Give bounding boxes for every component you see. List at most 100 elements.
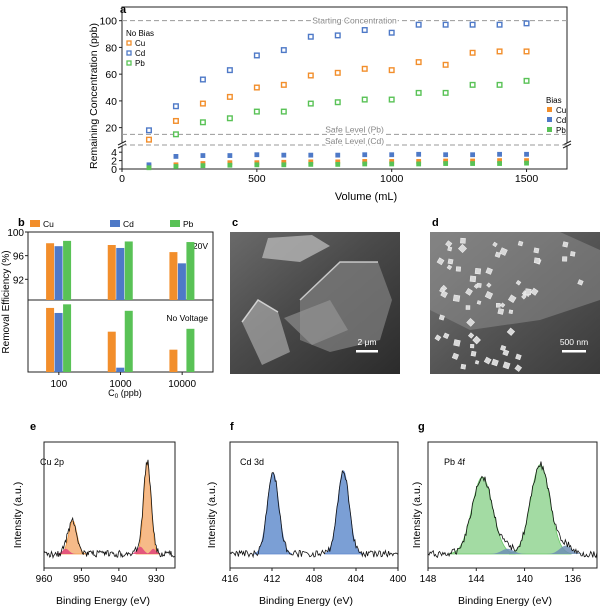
panel-b-xtick-label: 1000 <box>109 379 132 390</box>
point-bias-cd <box>524 151 529 157</box>
point-no-bias-pb <box>172 131 179 138</box>
panel-a-ytick-label: 80 <box>105 42 117 54</box>
point-bias-pb <box>254 162 260 168</box>
panel-letter-d: d <box>432 217 439 229</box>
bar-upper-cu <box>169 252 178 300</box>
sem-d-crystal <box>521 294 527 300</box>
sem-d-crystal <box>476 282 482 288</box>
point-bias-cu <box>362 159 368 164</box>
sem-d-crystal <box>502 349 510 357</box>
panel-b-xtick-label: 100 <box>50 379 67 390</box>
sem-d-crystal <box>506 327 516 336</box>
bar-lower-cu <box>107 331 116 372</box>
legend-bias-cu-marker <box>547 107 552 112</box>
panel-e-xps: Cu 2p Intensity (a.u.) Binding Energy (e… <box>12 441 176 607</box>
sem-d-crystal <box>439 287 445 293</box>
point-bias-pb <box>281 162 287 168</box>
point-no-bias-cd <box>253 52 260 59</box>
legend-bias-title: Bias <box>546 96 562 105</box>
panel-g-xtick-label: 148 <box>420 574 437 585</box>
sem-d-crystal <box>434 334 442 342</box>
sem-d-crystal <box>476 300 482 305</box>
xps-peak-fill <box>324 470 363 555</box>
point-bias-pb <box>200 163 206 169</box>
panel-b-xlabel: C0 (ppb) <box>108 388 142 400</box>
legend-bias-cu: Cu <box>556 106 566 115</box>
panel-f-xtick-label: 416 <box>222 574 239 585</box>
sem-d-crystal <box>447 246 453 252</box>
point-bias-cd <box>308 152 314 158</box>
panel-a-ytick-label: 2 <box>111 156 117 168</box>
panel-b-xlabel-sub: 0 <box>115 393 119 400</box>
legend-no-bias-title: No Bias <box>126 29 154 38</box>
point-no-bias-cd <box>226 67 233 74</box>
sem-d-crystal <box>562 241 569 248</box>
panel-g-xtick-label: 144 <box>468 574 485 585</box>
bar-upper-cd <box>177 263 186 300</box>
panel-a-xlabel: Volume (mL) <box>335 191 397 203</box>
panel-f-xps: Cd 3d Intensity (a.u.) Binding Energy (e… <box>206 441 407 607</box>
point-no-bias-cu <box>145 136 152 143</box>
sem-d-crystal <box>458 244 467 253</box>
legend-b-pb: Pb <box>183 219 194 229</box>
panel-e-label: Cu 2p <box>40 457 64 467</box>
legend-no-bias-cd-marker <box>126 50 132 56</box>
sem-c-edge-highlight <box>299 261 378 301</box>
bar-lower-pb <box>186 328 195 372</box>
panel-g-ylabel: Intensity (a.u.) <box>411 482 423 549</box>
bar-upper-pb <box>124 241 133 300</box>
sem-d-crystal <box>472 335 481 345</box>
panel-a-ylabel: Remaining Concentration (ppb) <box>88 23 100 169</box>
legend-b-cu: Cu <box>43 219 54 229</box>
point-bias-cu <box>470 158 476 164</box>
point-bias-cd <box>227 153 233 158</box>
panel-b-ytick-label: 92 <box>13 275 25 286</box>
panel-a-xtick-label: 1000 <box>380 173 404 185</box>
point-bias-pb <box>416 161 422 167</box>
point-no-bias-cu <box>199 100 206 107</box>
point-no-bias-cu <box>280 81 287 88</box>
point-bias-pb <box>524 160 529 166</box>
point-bias-cu <box>308 159 314 165</box>
point-no-bias-cd <box>172 103 179 110</box>
panel-e-xtick-label: 940 <box>111 574 128 585</box>
bar-lower-cu <box>169 349 178 372</box>
legend-bias-cd: Cd <box>556 116 566 125</box>
point-no-bias-cu <box>523 48 530 55</box>
point-no-bias-cd <box>361 27 368 34</box>
sem-d-crystal <box>453 339 461 347</box>
point-bias-cd <box>146 162 152 168</box>
point-bias-pb <box>389 161 395 167</box>
axis-break-mark-right <box>562 143 572 149</box>
panel-b-lower-label: No Voltage <box>166 313 208 323</box>
point-no-bias-pb <box>226 115 233 122</box>
panel-f-xlabel: Binding Energy (eV) <box>259 595 353 607</box>
point-bias-cd <box>416 151 422 157</box>
panel-a-ytick-label: 4 <box>111 147 117 159</box>
panel-b-legend: Cu Cd Pb <box>30 219 194 229</box>
sem-d-crystal <box>465 288 473 296</box>
sem-d-crystal <box>484 291 494 300</box>
point-no-bias-cu <box>388 67 395 74</box>
sem-d-crystal <box>470 344 475 349</box>
sem-image-c: 2 μm <box>230 232 400 374</box>
panel-b-xtick-label: 10000 <box>168 379 196 390</box>
panel-b-xlabel-rest: (ppb) <box>118 388 142 398</box>
legend-b-pb-swatch <box>170 220 180 227</box>
point-bias-cu <box>497 158 502 163</box>
sem-d-crystal <box>485 267 493 275</box>
point-bias-pb <box>443 161 449 166</box>
sem-d-crystal <box>494 251 502 258</box>
sem-d-crystal <box>438 314 445 321</box>
legend-bias-pb-marker <box>547 127 552 132</box>
point-bias-pb <box>335 161 341 167</box>
panel-letter-f: f <box>230 421 234 433</box>
panel-letter-g: g <box>418 421 425 433</box>
sem-d-crystals <box>434 237 584 372</box>
panel-g-frame <box>427 441 598 569</box>
panel-letter-b: b <box>18 217 25 229</box>
sem-d-crystal <box>491 358 499 367</box>
sem-d-crystal <box>507 294 517 303</box>
sem-d-crystal <box>455 266 462 272</box>
point-no-bias-cu <box>226 93 233 100</box>
